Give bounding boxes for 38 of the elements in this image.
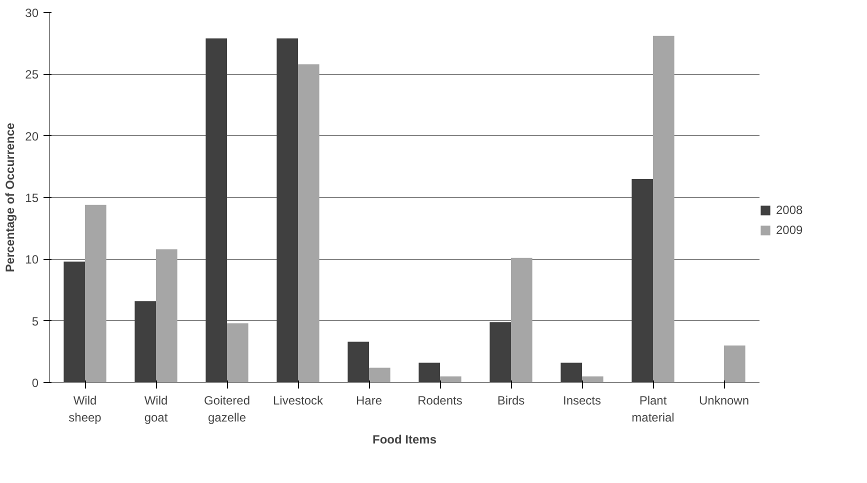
y-tick-label: 0 xyxy=(32,376,39,390)
legend-label: 2009 xyxy=(776,223,803,237)
x-tick-label: Wild sheep xyxy=(68,394,102,424)
bar xyxy=(227,323,248,382)
bar xyxy=(156,249,178,382)
legend-label: 2008 xyxy=(776,203,803,217)
bar xyxy=(490,322,511,382)
x-tick-label: Hare xyxy=(356,394,382,408)
bar xyxy=(206,38,227,382)
x-tick-label: Unknown xyxy=(698,394,750,408)
y-tick-label: 25 xyxy=(25,68,39,82)
y-tick-label: 15 xyxy=(25,191,39,205)
bar xyxy=(348,342,369,382)
bar xyxy=(724,346,746,382)
bar xyxy=(276,38,298,382)
x-tick-label: Livestock xyxy=(272,394,324,408)
bar xyxy=(298,64,320,382)
x-tick-label: Plant material xyxy=(632,394,674,424)
x-tick-label: Rodents xyxy=(418,394,462,408)
x-tick-label: Birds xyxy=(497,394,525,408)
y-axis-title: Percentage of Occurrence xyxy=(3,122,18,272)
bar xyxy=(511,258,532,382)
y-tick-label: 20 xyxy=(25,129,39,144)
bar xyxy=(64,262,85,382)
bar xyxy=(560,362,582,382)
bar xyxy=(134,301,156,382)
x-axis-title: Food Items xyxy=(372,432,437,446)
y-tick-label: 10 xyxy=(25,252,39,267)
x-tick-label: Wild goat xyxy=(144,394,168,424)
y-tick-label: 5 xyxy=(32,314,39,328)
x-tick-label: Goitered gazelle xyxy=(204,394,250,424)
bar xyxy=(369,368,390,382)
x-tick-label: Insects xyxy=(562,394,602,408)
y-tick-label: 30 xyxy=(25,6,39,20)
bar xyxy=(653,36,674,382)
bar xyxy=(632,179,653,382)
bar xyxy=(418,362,440,382)
bar xyxy=(85,204,106,382)
